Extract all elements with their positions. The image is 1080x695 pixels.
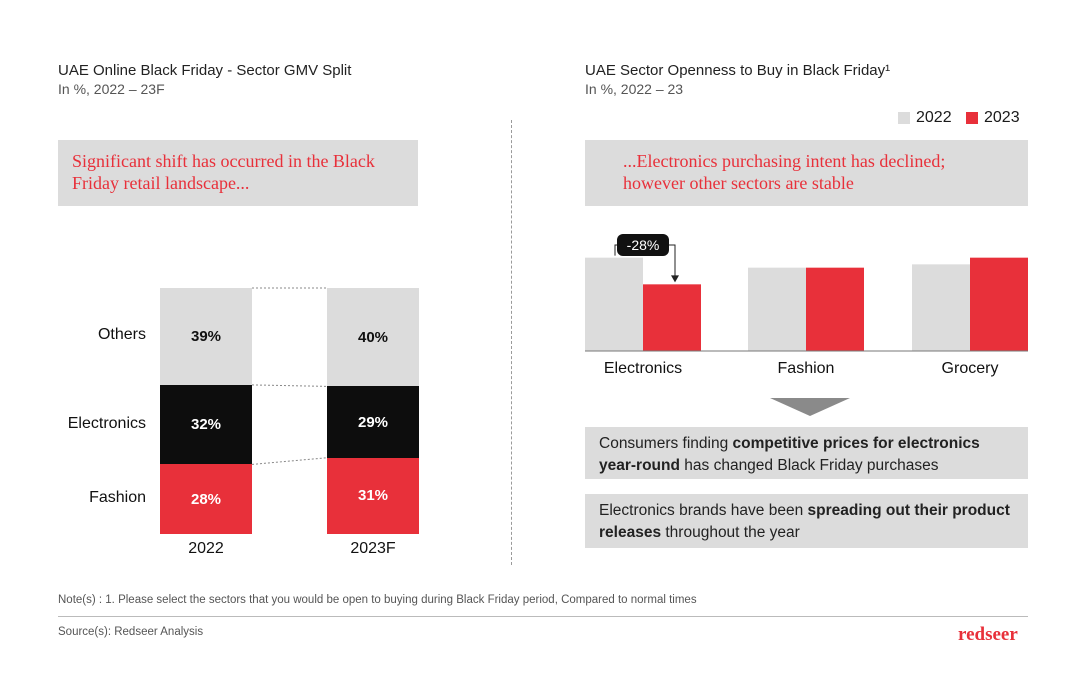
- brand-logo: redseer: [958, 624, 1018, 645]
- insight-2-bold: spreading out their product releases: [599, 502, 1010, 541]
- insight-1-text-end: has changed Black Friday purchases: [679, 457, 939, 474]
- panel-divider: [511, 120, 512, 565]
- footnote: Note(s) : 1. Please select the sectors t…: [58, 594, 697, 606]
- x-tick-label: Grocery: [941, 360, 999, 377]
- bar-segment-others-2022: 39%: [160, 288, 252, 385]
- bar-segment-electronics-2022: 32%: [160, 384, 252, 465]
- stacked-bar-chart: Fashion Electronics Others 28% 32% 39% 31% 29%…: [0, 0, 520, 600]
- bar-fashion-2023: [806, 267, 864, 351]
- bar-data-label: 28%: [190, 490, 222, 508]
- x-tick-label: 2023F: [350, 540, 396, 557]
- x-tick-label: Fashion: [777, 360, 835, 377]
- bar-data-label: 29%: [357, 413, 389, 431]
- connector-line: [251, 457, 328, 465]
- bar-data-label: 40%: [357, 328, 389, 346]
- legend-item-2022: 2022: [898, 109, 952, 127]
- bar-electronics-2023: [643, 284, 701, 351]
- insight-box-2: Electronics brands have been spreading o…: [585, 494, 1028, 548]
- bar-data-label: 32%: [190, 416, 222, 434]
- legend-label: 2022: [916, 109, 952, 126]
- left-callout: Significant shift has occurred in the Bl…: [58, 140, 418, 206]
- bar-segment-fashion-2023f: 31%: [327, 457, 419, 534]
- right-chart-subtitle: In %, 2022 – 23: [585, 81, 684, 97]
- insight-2-text: Electronics brands have been: [599, 502, 808, 519]
- connector-line: [251, 384, 328, 387]
- bar-data-label: 39%: [190, 327, 222, 345]
- bar-grocery-2023: [970, 257, 1028, 351]
- bar-electronics-2022: [585, 257, 643, 351]
- footer-divider: [58, 616, 1028, 617]
- bar-segment-electronics-2023f: 29%: [327, 386, 419, 458]
- series-label-others: Others: [97, 326, 146, 344]
- right-chart-title: UAE Sector Openness to Buy in Black Frid…: [585, 62, 891, 79]
- insight-1-bold: competitive prices for electronics year-…: [599, 435, 980, 474]
- insight-1-text: Consumers finding: [599, 435, 733, 452]
- bar-segment-fashion-2022: 28%: [160, 464, 252, 534]
- x-tick-label: 2022: [188, 540, 224, 557]
- left-chart-title: UAE Online Black Friday - Sector GMV Spl…: [58, 62, 352, 79]
- left-chart-subtitle: In %, 2022 – 23F: [58, 81, 165, 97]
- bar-grocery-2022: [912, 264, 970, 351]
- series-label-electronics: Electronics: [67, 414, 146, 432]
- legend-swatch: [898, 112, 910, 124]
- bar-data-label: 31%: [357, 487, 389, 505]
- legend-item-2023: 2023: [966, 109, 1020, 127]
- grouped-bar-chart: Electronics Fashion Grocery: [585, 244, 1028, 377]
- bar-fashion-2022: [748, 267, 806, 351]
- series-label-fashion: Fashion: [89, 489, 146, 507]
- change-badge: -28%: [617, 234, 669, 256]
- change-arrowhead: [671, 275, 679, 283]
- insight-2-text-end: throughout the year: [661, 524, 800, 541]
- legend-swatch: [966, 112, 978, 124]
- legend-label: 2023: [984, 109, 1020, 126]
- bar-segment-others-2023f: 40%: [327, 288, 419, 387]
- change-badge-label: -28%: [626, 237, 660, 253]
- insight-box-1: Consumers finding competitive prices for…: [585, 427, 1028, 479]
- bar-connector-lines: [251, 287, 328, 465]
- x-tick-label: Electronics: [603, 360, 683, 377]
- source-note: Source(s): Redseer Analysis: [58, 626, 204, 638]
- down-arrow-icon: [770, 398, 850, 416]
- right-callout: ...Electronics purchasing intent has dec…: [585, 140, 1028, 206]
